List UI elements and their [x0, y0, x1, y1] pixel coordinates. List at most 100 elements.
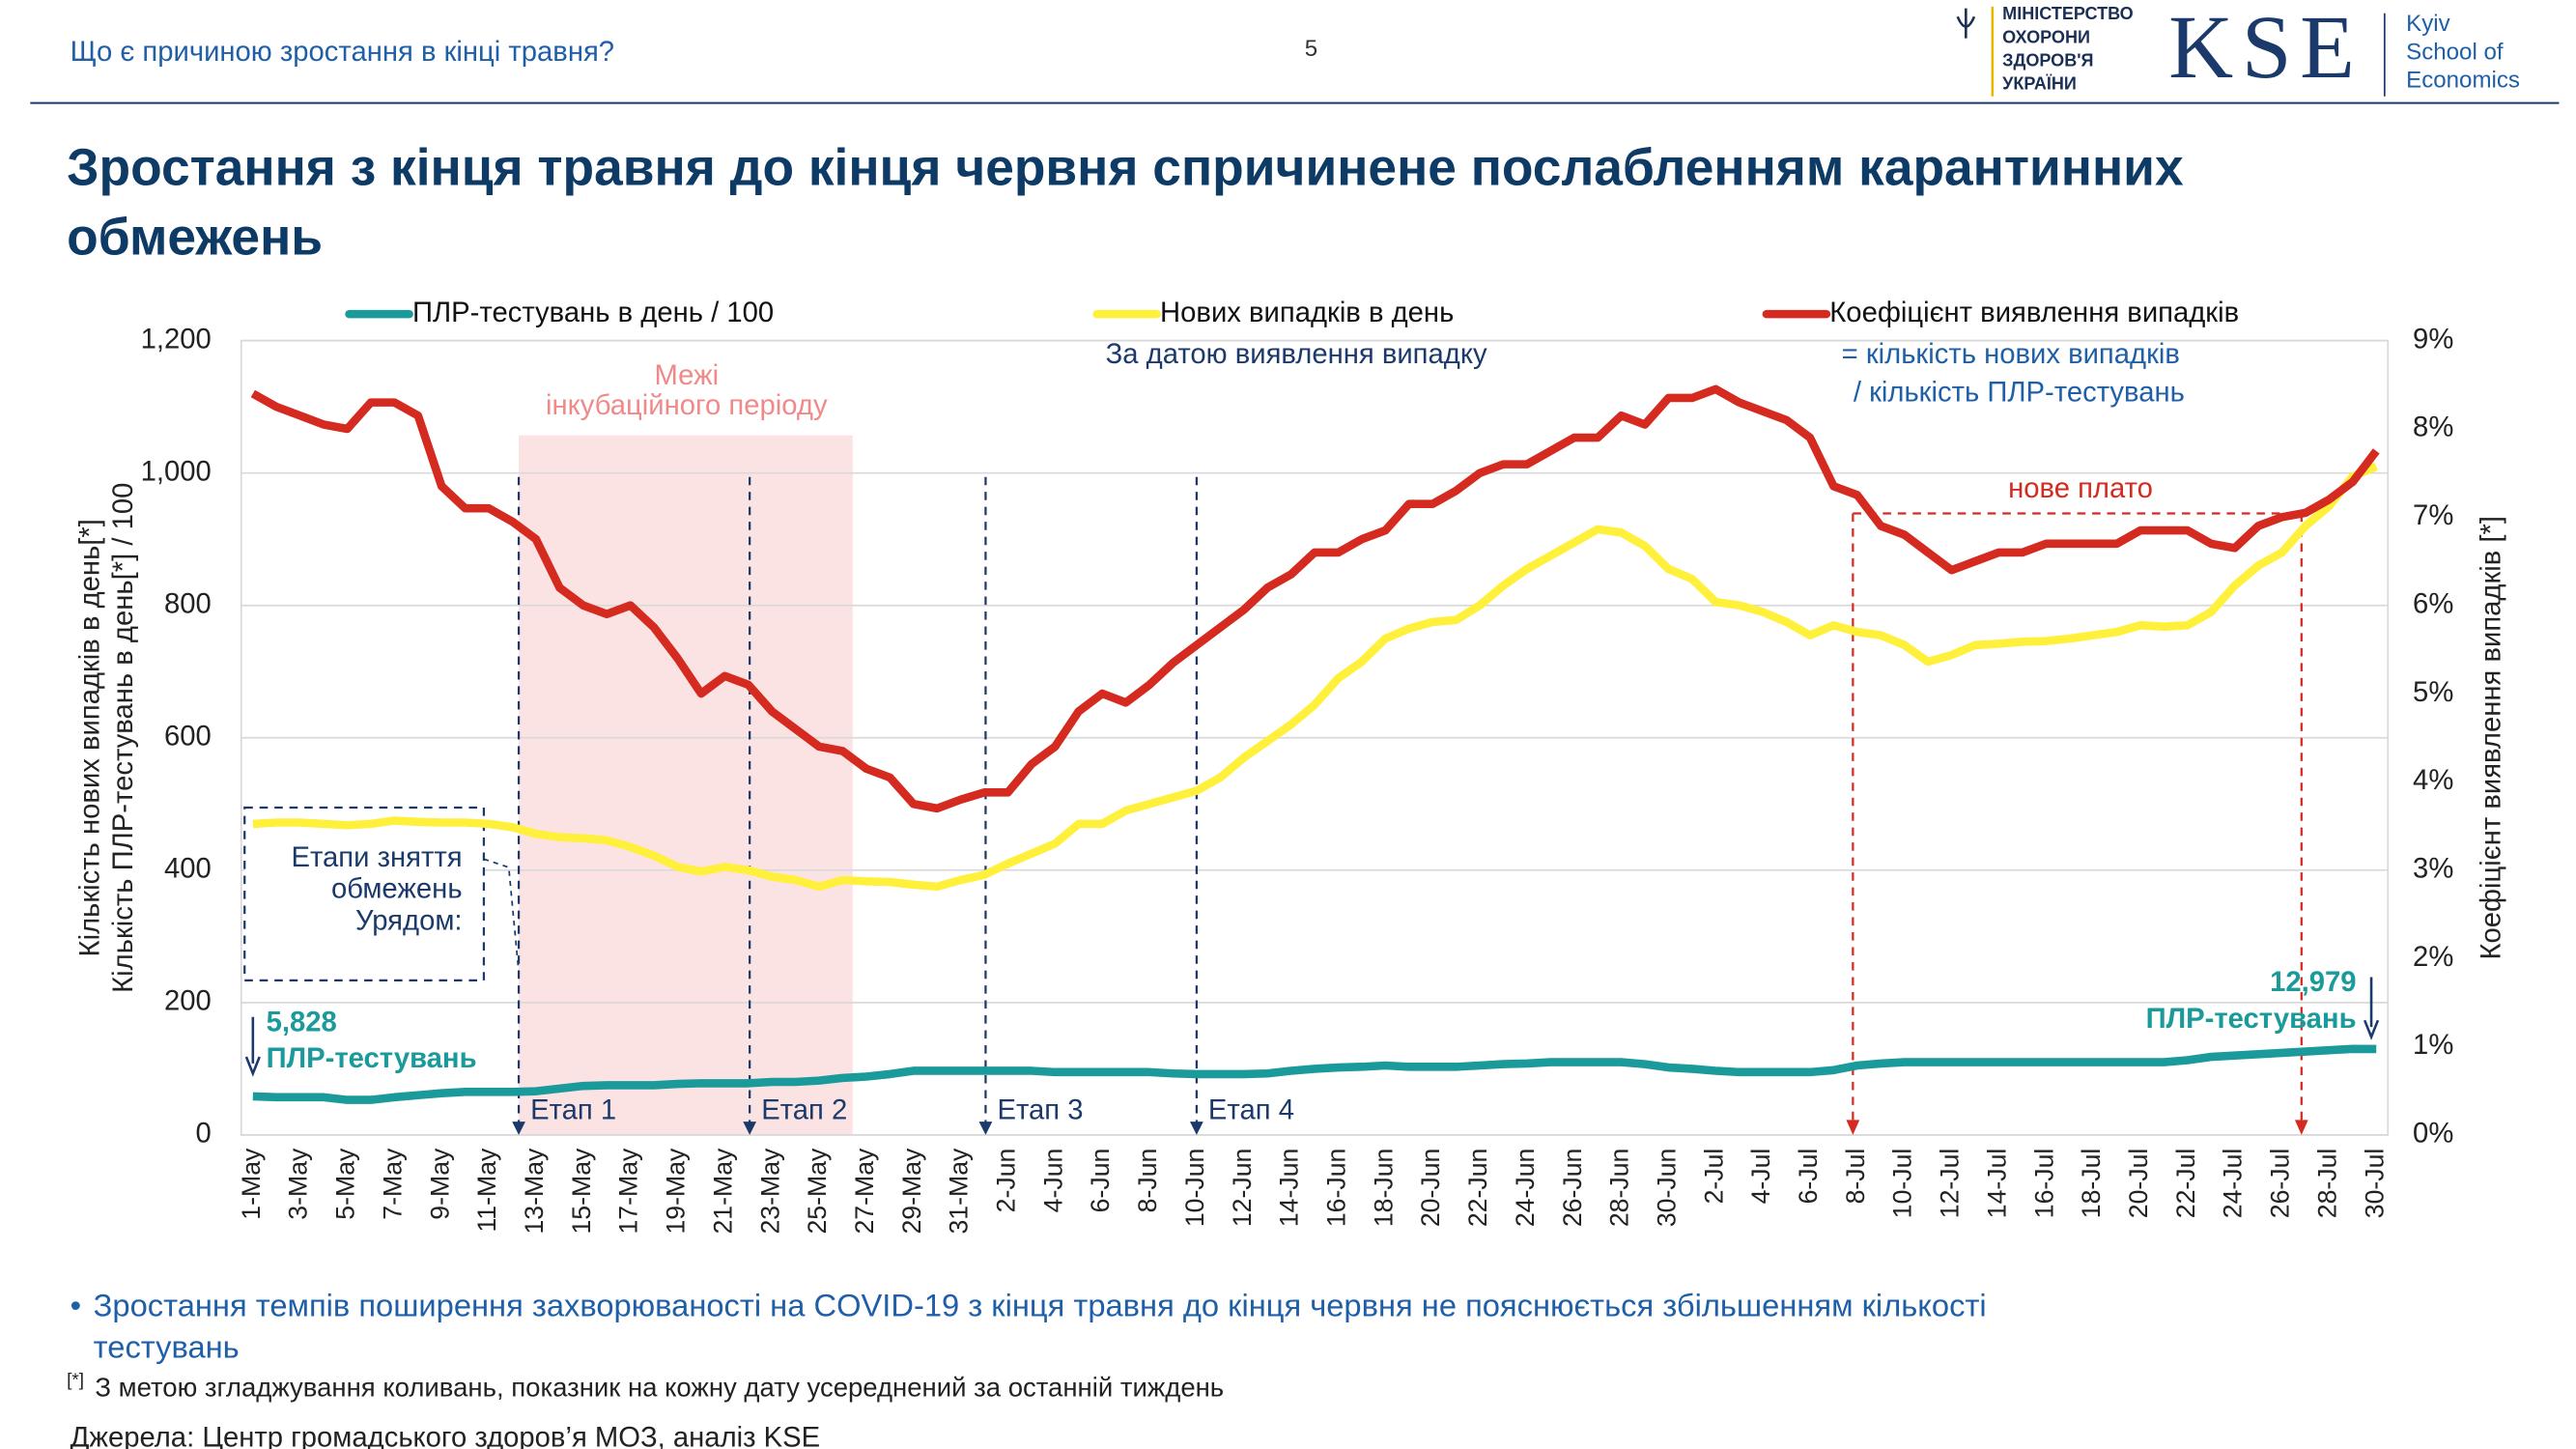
ministry-text: МІНІСТЕРСТВО	[2002, 4, 2134, 23]
stages-connector	[483, 858, 520, 973]
slide-title: обмежень	[67, 210, 323, 267]
x-tick-label: 18-Jun	[1369, 1149, 1398, 1228]
x-tick-label: 6-Jun	[1086, 1149, 1115, 1213]
x-tick-label: 14-Jun	[1275, 1149, 1304, 1228]
school-text: School of	[2406, 39, 2504, 65]
topic: Що є причиною зростання в кінці травня?	[71, 37, 614, 68]
start-label: ПЛР-тестувань	[267, 1043, 477, 1074]
x-tick-label: 5-May	[331, 1148, 360, 1220]
y2-tick-label: 9%	[2413, 324, 2453, 355]
x-tick-label: 22-Jul	[2171, 1149, 2200, 1219]
ministry-text: ОХОРОНИ	[2002, 27, 2090, 46]
x-tick-label: 2-Jun	[992, 1149, 1021, 1213]
x-tick-label: 28-Jun	[1605, 1149, 1634, 1228]
end-label: 12,979	[2270, 967, 2356, 998]
x-tick-label: 28-Jul	[2312, 1149, 2341, 1219]
y-axis-title: Кількість ПЛР-тестувань в день[*] / 100	[108, 483, 139, 993]
ministry-text: ЗДОРОВ'Я	[2002, 50, 2093, 70]
bullet: тестувань	[94, 1328, 240, 1364]
ministry-logo: МІНІСТЕРСТВО ОХОРОНИ ЗДОРОВ'Я УКРАЇНИ	[1956, 4, 2134, 97]
x-tick-label: 21-May	[708, 1148, 737, 1235]
x-tick-label: 20-Jul	[2124, 1149, 2153, 1219]
x-tick-label: 16-Jun	[1321, 1149, 1350, 1228]
ratio-note: = кількість нових випадків	[1842, 339, 2180, 370]
series-line	[252, 462, 2378, 892]
y-axis-title: Кількість нових випадків в день[*]	[75, 519, 106, 956]
school-text: Economics	[2406, 68, 2520, 94]
series-line	[252, 1044, 2377, 1104]
y2-tick-label: 3%	[2413, 854, 2453, 885]
x-tick-label: 6-Jul	[1794, 1149, 1823, 1205]
x-tick-label: 4-Jul	[1746, 1149, 1775, 1205]
x-tick-label: 15-May	[567, 1148, 596, 1235]
legend-label: Нових випадків в день	[1160, 298, 1454, 328]
slide-title: Зростання з кінця травня до кінця червня…	[67, 139, 2184, 196]
y2-tick-label: 6%	[2413, 588, 2453, 619]
x-tick-label: 26-Jul	[2266, 1149, 2295, 1219]
y2-tick-label: 0%	[2413, 1119, 2453, 1150]
plot-frame	[240, 339, 2390, 1136]
x-tick-label: 16-Jul	[2029, 1149, 2058, 1219]
ministry-text: УКРАЇНИ	[2002, 73, 2077, 93]
x-tick-label: 25-May	[803, 1148, 832, 1235]
source: Джерела: Центр громадського здоров’я МОЗ…	[71, 1422, 821, 1449]
x-tick-label: 13-May	[520, 1148, 549, 1235]
x-tick-label: 19-May	[662, 1148, 691, 1235]
y2-tick-label: 2%	[2413, 942, 2453, 973]
stage-label: Етап 3	[997, 1095, 1083, 1126]
x-tick-label: 8-Jun	[1133, 1149, 1162, 1213]
bullet: Зростання темпів поширення захворюваност…	[94, 1287, 1987, 1322]
chart: 0 200 400 600 800 1,000 1,200 0% 1% 2% 3% 4% 5% 6% 7% 8…	[75, 298, 2507, 1235]
y-tick-label: 1,000	[141, 456, 212, 487]
x-tick-label: 10-Jul	[1888, 1149, 1917, 1219]
plateau-arrow	[2294, 1120, 2308, 1135]
stage-label: Етап 4	[1208, 1095, 1294, 1126]
plateau-label: нове плато	[2008, 473, 2153, 504]
x-tick-label: 26-Jun	[1558, 1149, 1587, 1228]
page-number: 5	[1305, 36, 1317, 62]
stage-label: Етап 2	[761, 1095, 847, 1126]
x-tick-label: 12-Jun	[1228, 1149, 1257, 1228]
y2-tick-label: 1%	[2413, 1030, 2453, 1061]
x-tick-label: 23-May	[755, 1148, 784, 1235]
stage-arrow	[743, 1122, 757, 1135]
y-tick-label: 0	[196, 1119, 212, 1150]
x-tick-label: 3-May	[284, 1148, 313, 1220]
x-tick-label: 17-May	[614, 1148, 643, 1235]
incubation-label: інкубаційного періоду	[546, 390, 828, 421]
x-tick-label: 31-May	[945, 1148, 974, 1235]
x-tick-label: 11-May	[472, 1148, 501, 1233]
y-tick-label: 200	[164, 986, 212, 1017]
plateau-arrow	[1846, 1120, 1860, 1135]
x-tick-label: 27-May	[850, 1148, 879, 1235]
x-tick-label: 12-Jul	[1936, 1149, 1965, 1219]
x-tick-label: 9-May	[425, 1148, 454, 1220]
x-tick-label: 30-Jul	[2360, 1149, 2389, 1219]
y-tick-label: 800	[164, 588, 212, 619]
x-tick-label: 2-Jul	[1699, 1149, 1728, 1205]
y-tick-label: 400	[164, 854, 212, 885]
x-tick-label: 7-May	[378, 1148, 407, 1220]
y2-tick-label: 7%	[2413, 500, 2453, 531]
legend-label: ПЛР-тестувань в день / 100	[412, 298, 774, 328]
ratio-note: / кількість ПЛР-тестувань	[1854, 377, 2185, 408]
start-label: 5,828	[267, 1007, 337, 1037]
legend-label: Коефіцієнт виявлення випадків	[1829, 298, 2239, 328]
end-arrow	[2363, 977, 2380, 1040]
stage-arrow	[978, 1122, 993, 1135]
series-line	[250, 384, 2380, 813]
incubation-band	[519, 435, 853, 1135]
stage-label: Етап 1	[530, 1095, 616, 1126]
start-arrow	[244, 1016, 261, 1077]
x-tick-label: 8-Jul	[1841, 1149, 1870, 1205]
y2-axis-title: Коефіцієнт виявлення випадків [*]	[2476, 516, 2506, 960]
x-tick-label: 4-Jun	[1038, 1149, 1067, 1213]
stage-arrow	[512, 1122, 525, 1135]
x-tick-label: 30-Jun	[1652, 1149, 1681, 1228]
stage-arrow	[1190, 1122, 1203, 1135]
x-tick-label: 29-May	[897, 1148, 926, 1235]
y-tick-label: 1,200	[141, 324, 212, 355]
y2-tick-label: 4%	[2413, 765, 2453, 796]
